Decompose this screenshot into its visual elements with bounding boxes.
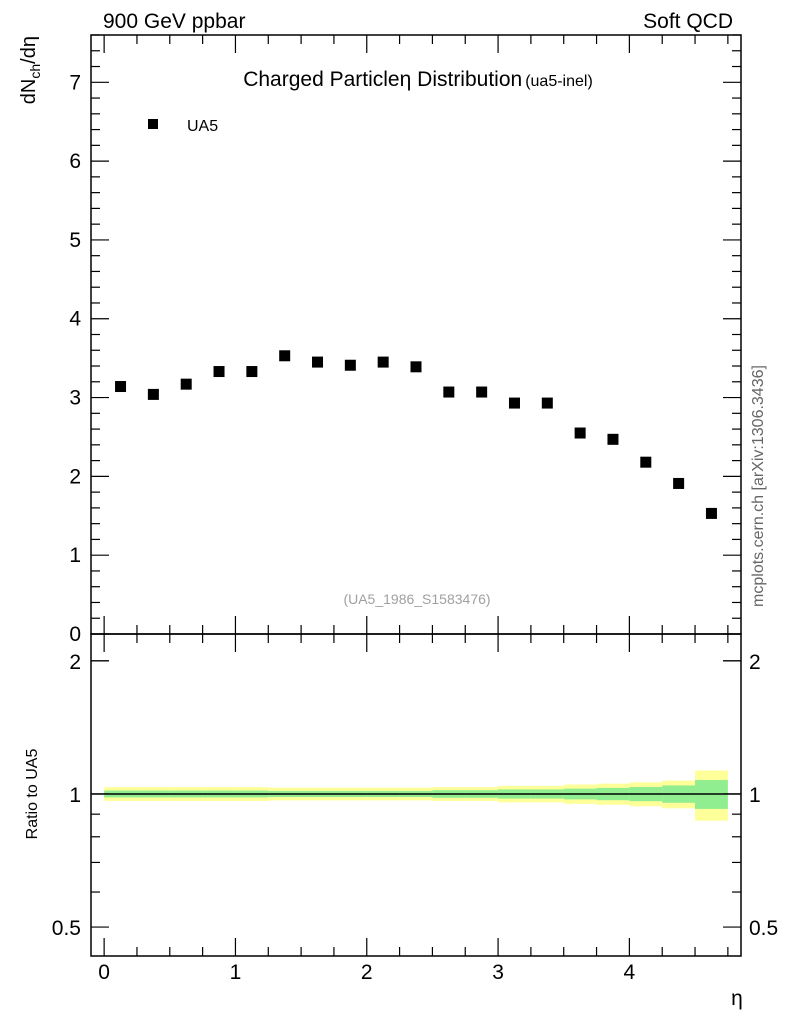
ua5-data-point: [410, 361, 422, 373]
main-title-eta: η: [400, 68, 412, 91]
ua5-data-point: [344, 359, 356, 371]
main-title-tag: (ua5-inel): [525, 73, 593, 90]
ratio-panel: 0.5 0.5 1 1 2 2 0 1 2 3 4 Ratio to UA5 η: [24, 633, 778, 1010]
main-ticks: [91, 34, 741, 635]
x-axis-label: η: [731, 987, 743, 1010]
ua5-data-point: [508, 397, 520, 409]
header-left: 900 GeV ppbar: [103, 10, 245, 33]
ua5-data-point: [476, 386, 488, 398]
analysis-watermark: (UA5_1986_S1583476): [343, 591, 490, 607]
legend-marker-ua5: [148, 119, 158, 129]
main-y-tick-label: 6: [69, 150, 81, 173]
ratio-uncertainty-bands: [104, 770, 728, 821]
ratio-y-tick-label-right: 1: [749, 784, 761, 807]
ratio-plot-frame: [90, 633, 742, 957]
ratio-y-axis-label: Ratio to UA5: [24, 749, 41, 840]
ratio-ticks: [91, 634, 741, 956]
main-title-part2: Distribution: [411, 68, 522, 91]
main-title-part1: Charged Particle: [243, 68, 399, 91]
ua5-data-point: [607, 433, 619, 445]
ua5-data-point: [147, 388, 159, 400]
main-y-label-sub: ch: [27, 64, 43, 79]
main-y-label-main: dN: [18, 79, 40, 105]
ua5-data-point: [115, 381, 127, 393]
ua5-data-point: [541, 397, 553, 409]
side-label: mcplots.cern.ch [arXiv:1306.3436]: [750, 365, 767, 607]
main-y-tick-label: 1: [69, 544, 81, 567]
main-title: Charged Particleη Distribution (ua5-inel): [243, 68, 593, 91]
ua5-data-point: [673, 477, 685, 489]
ratio-y-tick-label-right: 0.5: [749, 917, 778, 940]
ratio-y-tick-label-left: 1: [69, 784, 81, 807]
ua5-data-point: [443, 386, 455, 398]
main-y-tick-label: 3: [69, 387, 81, 410]
ua5-data-point: [705, 507, 717, 519]
x-tick-label: 3: [492, 961, 504, 984]
main-y-tick-label: 2: [69, 465, 81, 488]
ua5-data-point: [574, 427, 586, 439]
main-y-tick-label: 4: [69, 308, 81, 331]
ua5-data-points: [115, 350, 717, 519]
ratio-y-tick-label-left: 0.5: [52, 917, 81, 940]
header-right: Soft QCD: [643, 10, 733, 33]
ratio-y-tick-labels: 0.5 0.5 1 1 2 2: [52, 651, 778, 940]
main-y-tick-label: 5: [69, 229, 81, 252]
ua5-data-point: [640, 456, 652, 468]
x-tick-label: 1: [230, 961, 242, 984]
legend: UA5: [148, 118, 218, 135]
ua5-data-point: [279, 350, 291, 362]
ratio-y-tick-label-left: 2: [69, 651, 81, 674]
ua5-data-point: [312, 356, 324, 368]
legend-label-ua5: UA5: [187, 118, 218, 135]
main-y-tick-labels: 0 1 2 3 4 5 6 7: [69, 71, 81, 646]
main-y-tick-label: 7: [69, 71, 81, 94]
main-y-tick-label: 0: [69, 623, 81, 646]
x-tick-labels: 0 1 2 3 4: [98, 961, 635, 984]
x-tick-label: 2: [361, 961, 373, 984]
ratio-y-tick-label-right: 2: [749, 651, 761, 674]
x-tick-label: 4: [624, 961, 636, 984]
ua5-data-point: [213, 366, 225, 378]
main-y-label-tail: /dη: [18, 36, 40, 64]
ua5-data-point: [377, 356, 389, 368]
ua5-data-point: [246, 366, 258, 378]
main-y-axis-label: dNch/dη: [18, 36, 43, 104]
x-tick-label: 0: [98, 961, 110, 984]
ua5-data-point: [180, 378, 192, 390]
